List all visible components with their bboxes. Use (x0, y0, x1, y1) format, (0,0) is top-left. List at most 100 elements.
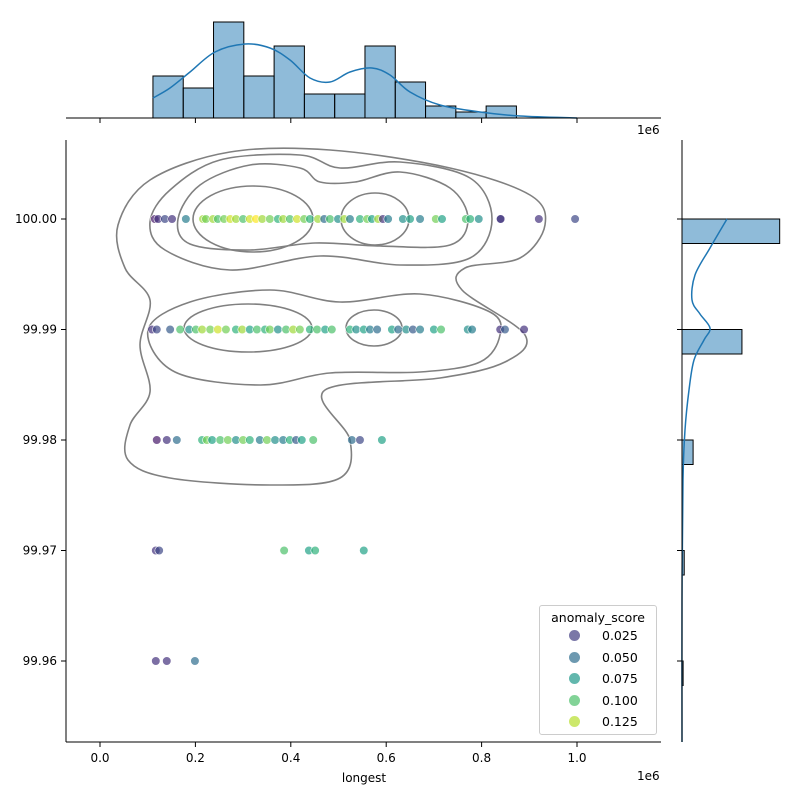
scatter-point (273, 324, 283, 335)
scatter-point (162, 656, 172, 666)
x-hist-bar (364, 45, 396, 119)
legend-label: 0.100 (602, 692, 638, 708)
x-offset-label: 1e6 (637, 769, 660, 783)
x-kde-line (152, 43, 578, 119)
x-hist-bar (485, 105, 517, 119)
scatter-point (165, 324, 175, 335)
scatter-point (152, 324, 162, 335)
scatter-point (270, 435, 280, 445)
scatter-point (175, 324, 185, 335)
kde-contour (176, 163, 469, 251)
kde-contour (146, 289, 502, 386)
scatter-point (181, 214, 191, 224)
scatter-point (496, 214, 506, 224)
legend-label: 0.075 (602, 671, 638, 687)
scatter-point (465, 214, 475, 224)
legend-entry: 0.125 (540, 711, 656, 733)
x-hist-bar (334, 93, 366, 119)
x-hist-bar (213, 21, 245, 119)
x-hist-bar (243, 75, 275, 119)
legend-marker (569, 630, 580, 642)
legend-label: 0.125 (602, 714, 638, 730)
scatter-point (415, 324, 425, 335)
scatter-point (237, 324, 247, 335)
legend-marker (569, 694, 580, 706)
scatter-point (437, 214, 447, 224)
x-tick-label: 1.0 (567, 751, 586, 765)
x-tick-label: 0.4 (281, 751, 300, 765)
scatter-point (474, 214, 484, 224)
scatter-point (519, 324, 529, 335)
y-tick-label: 99.98 (23, 433, 57, 447)
x-tick-label: 0.2 (186, 751, 205, 765)
scatter-point (308, 435, 318, 445)
kde-contour (115, 147, 547, 486)
legend-entry: 0.100 (540, 690, 656, 712)
scatter-point (310, 545, 320, 556)
scatter-point (325, 214, 335, 224)
scatter-point (162, 435, 172, 445)
scatter-point (355, 435, 365, 445)
scatter-point (152, 435, 162, 445)
scatter-point (347, 435, 357, 445)
x-hist-offset-label: 1e6 (637, 123, 660, 137)
legend-marker (569, 716, 580, 728)
y-kde-line (681, 218, 728, 743)
scatter-point (262, 435, 272, 445)
scatter-point (257, 214, 267, 224)
scatter-point (327, 324, 337, 335)
x-axis-label: longest (342, 771, 387, 785)
y-tick-label: 100.00 (15, 212, 57, 226)
x-tick-label: 0.0 (90, 751, 109, 765)
scatter-point (359, 545, 369, 556)
x-hist-bar (273, 45, 305, 119)
x-tick-label: 0.6 (377, 751, 396, 765)
y-tick-label: 99.96 (23, 654, 57, 668)
legend-title: anomaly_score (551, 610, 645, 625)
scatter-point (154, 545, 164, 556)
legend-entry: 0.025 (540, 625, 656, 647)
scatter-point (534, 214, 544, 224)
scatter-point (351, 324, 361, 335)
legend-label: 0.050 (602, 649, 638, 665)
x-hist-bar (303, 93, 336, 119)
scatter-point (436, 324, 446, 335)
legend-label: 0.025 (602, 628, 638, 644)
y-hist-bar (681, 329, 743, 355)
scatter-point (297, 435, 307, 445)
scatter-point (415, 214, 425, 224)
scatter-point (245, 435, 255, 445)
scatter-point (467, 324, 477, 335)
scatter-point (221, 324, 231, 335)
x-hist-bar (152, 75, 184, 119)
scatter-point (190, 656, 200, 666)
scatter-point (215, 435, 225, 445)
scatter-point (383, 214, 393, 224)
scatter-point (405, 214, 415, 224)
kde-contour (149, 153, 493, 271)
scatter-point (305, 214, 315, 224)
legend-marker (569, 673, 580, 685)
y-hist-bar (681, 218, 781, 244)
legend-marker (569, 651, 580, 663)
scatter-point (207, 435, 217, 445)
scatter-point (205, 324, 215, 335)
legend-entry: 0.050 (540, 647, 656, 669)
scatter-point (265, 214, 275, 224)
scatter-point (265, 324, 275, 335)
scatter-point (345, 214, 355, 224)
scatter-point (295, 324, 305, 335)
scatter-point (223, 435, 233, 445)
x-hist-bar (394, 81, 427, 119)
scatter-point (197, 324, 207, 335)
legend-entry: 0.075 (540, 668, 656, 690)
scatter-point (279, 545, 289, 556)
y-tick-label: 99.99 (23, 323, 57, 337)
scatter-point (172, 435, 182, 445)
scatter-point (570, 214, 580, 224)
scatter-point (252, 324, 262, 335)
scatter-point (377, 435, 387, 445)
x-tick-label: 0.8 (472, 751, 491, 765)
